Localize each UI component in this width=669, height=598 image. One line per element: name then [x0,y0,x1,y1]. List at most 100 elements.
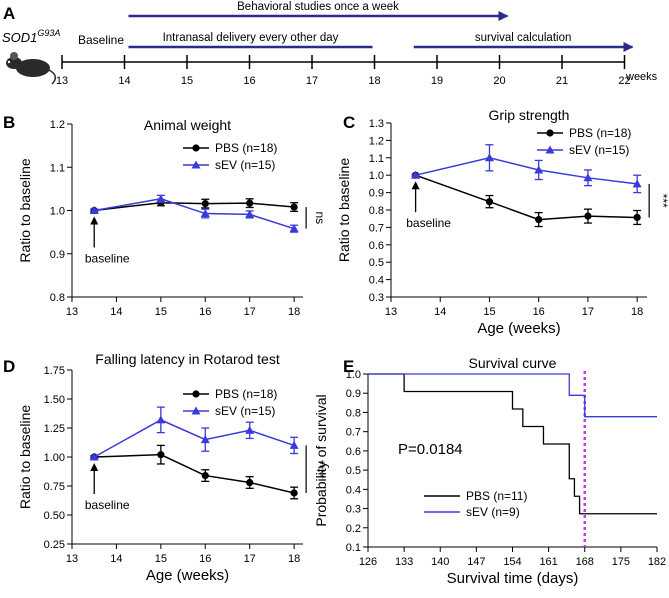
significance-label: **** [313,460,327,479]
data-point-sev [200,209,210,218]
y-tick-label: 1.25 [44,423,65,435]
x-tick-label: 182 [648,556,666,568]
y-tick-label: 1.2 [369,135,384,147]
y-tick-label: 0.7 [346,427,361,439]
data-point-sev [411,170,421,179]
series-line-sev [415,157,638,185]
strain-label: SOD1G93A [2,28,60,45]
data-point-pbs [290,489,298,497]
x-tick-label: 17 [244,553,256,565]
y-tick-label: 0.6 [369,240,384,252]
legend-label-pbs: PBS (n=11) [466,489,527,503]
x-axis-label: Survival time (days) [447,570,579,587]
legend-marker-sev [545,145,555,154]
data-point-pbs [246,478,254,487]
data-point-sev [289,224,299,233]
survival-line-sev [368,373,657,418]
timeline-arrow-label: Intranasal delivery every other day [163,32,339,44]
series-line-pbs [415,174,638,221]
panel-survival: E Survival curve 0.1 0.2 0.3 0.4 0.5 0.6 0.7 0.8 0… [313,355,666,587]
y-tick-label: 0.75 [44,481,65,493]
x-tick-label: 15 [155,306,167,318]
series-line-pbs [94,453,295,494]
data-point-sev [583,173,593,182]
x-tick-label: 16 [199,553,211,565]
data-point-pbs [485,198,494,206]
significance-label: ns [313,212,327,225]
baseline-arrowhead [90,216,99,225]
baseline-arrowhead [411,181,420,190]
y-tick-label: 0.3 [346,504,361,516]
baseline-arrowhead [90,463,99,471]
y-axis-label: Probability of survival [313,394,329,526]
legend-marker-pbs [546,129,554,137]
p-value: P=0.0184 [398,441,463,458]
legend-marker-sev [191,406,201,415]
baseline-annotation: baseline [85,252,130,266]
data-point-sev [89,452,99,461]
y-tick-label: 0.8 [369,205,384,217]
y-tick-label: 1.00 [44,452,65,464]
y-tick-label: 1.1 [369,153,384,165]
data-point-pbs [201,471,209,480]
timeline-tick-label: 16 [243,75,255,87]
y-tick-label: 0.5 [369,257,384,269]
chart-title: Animal weight [144,117,231,133]
panel-label-b: B [3,113,15,132]
data-point-sev [156,194,166,203]
x-tick-label: 14 [434,306,446,318]
x-tick-label: 18 [631,306,643,318]
x-axis-label: Age (weeks) [146,567,229,584]
x-tick-label: 147 [467,556,485,568]
legend-label-sev: sEV (n=15) [569,143,629,157]
y-tick-label: 0.9 [346,388,361,400]
timeline-tick-label: 18 [368,75,380,87]
y-tick-label: 0.50 [44,510,65,522]
timeline-tick-label: 13 [56,75,68,87]
y-tick-label: 0.4 [346,484,361,496]
legend-marker-pbs [192,144,200,152]
data-point-sev [484,153,494,162]
x-tick-label: 168 [576,556,594,568]
legend-marker-sev [191,160,201,169]
timeline-panel: A SOD1G93A Baseline 13 14 15 16 17 18 19 20 21 22… [2,1,658,87]
y-tick-label: 1.1 [50,162,65,174]
data-point-pbs [157,451,165,459]
legend-label-sev: sEV (n=15) [215,404,275,418]
y-axis-label: Ratio to baseline [17,158,33,263]
data-point-sev [632,179,642,188]
timeline-unit: weeks [625,71,658,83]
y-axis-label: Ratio to baseline [336,158,352,263]
legend-label-pbs: PBS (n=18) [215,387,277,401]
y-tick-label: 1.0 [369,170,384,182]
timeline-tick-label: 22 [618,75,630,87]
y-tick-label: 0.2 [346,523,361,535]
timeline-tick-label: 20 [493,75,505,87]
x-tick-label: 18 [288,553,300,565]
y-tick-label: 0.8 [50,292,65,304]
data-point-pbs [290,203,298,211]
timeline-tick-label: 19 [431,75,443,87]
y-tick-label: 0.4 [369,275,384,287]
survival-line-pbs [368,373,657,515]
baseline-annotation: baseline [406,216,451,230]
data-point-sev [534,165,544,174]
y-tick-label: 1.2 [50,119,65,131]
data-point-sev [200,435,210,444]
legend-label-sev: sEV (n=15) [215,158,275,172]
panel-label-e: E [343,357,354,376]
timeline-arrow-label: survival calculation [475,32,572,44]
y-tick-label: 0.7 [369,222,384,234]
y-tick-label: 0.9 [50,249,65,261]
y-tick-label: 1.50 [44,394,65,406]
y-tick-label: 0.1 [346,542,361,554]
x-tick-label: 13 [385,306,397,318]
y-axis-label: Ratio to baseline [17,405,33,510]
legend-label-sev: sEV (n=9) [466,505,520,519]
timeline-tick-label: 15 [181,75,193,87]
legend-marker-pbs [192,390,200,398]
data-point-sev [156,415,166,424]
panel-label-c: C [343,113,355,132]
panel-grip: C Grip strength 0.3 0.4 0.5 0.6 0.7 0.8 0.9 1.0 1.… [336,107,669,337]
data-point-pbs [201,199,209,208]
